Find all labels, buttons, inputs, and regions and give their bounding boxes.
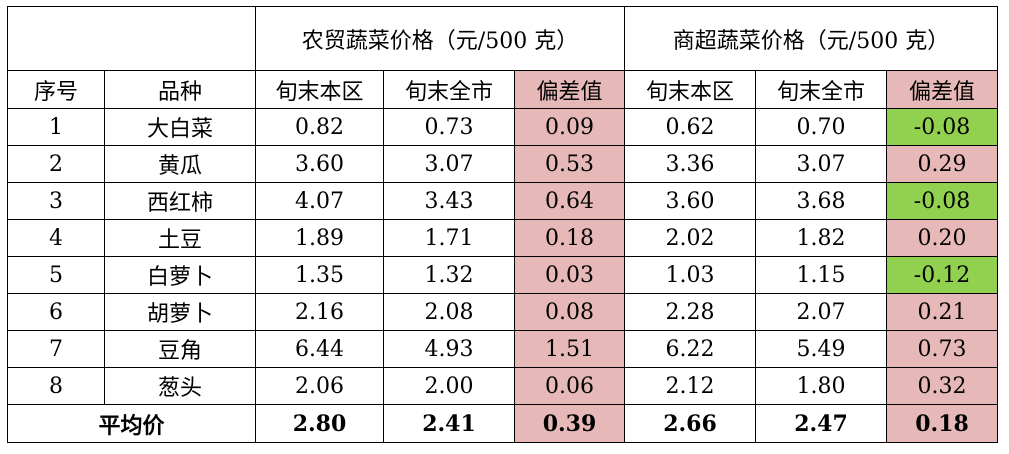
super-diff: 0.21 <box>886 293 998 331</box>
super-city-price: 1.82 <box>755 219 887 257</box>
header-empty-cell <box>7 6 256 71</box>
vegetable-price-table: 农贸蔬菜价格（元/500 克） 商超蔬菜价格（元/500 克） 序号 品种 旬末… <box>7 6 998 443</box>
row-variety: 黄瓜 <box>104 145 256 183</box>
table-row: 4 土豆 1.89 1.71 0.18 2.02 1.82 0.20 <box>7 219 998 257</box>
average-market-city: 2.41 <box>383 404 515 443</box>
header-market-local: 旬末本区 <box>255 70 384 109</box>
table-row: 1 大白菜 0.82 0.73 0.09 0.62 0.70 -0.08 <box>7 108 998 146</box>
average-market-diff: 0.39 <box>514 404 625 443</box>
table-body: 1 大白菜 0.82 0.73 0.09 0.62 0.70 -0.08 2 黄… <box>7 108 998 405</box>
average-market-local: 2.80 <box>255 404 384 443</box>
market-city-price: 1.71 <box>383 219 515 257</box>
row-variety: 葱头 <box>104 367 256 405</box>
super-city-price: 3.68 <box>755 182 887 220</box>
super-local-price: 3.60 <box>624 182 756 220</box>
header-market-group: 农贸蔬菜价格（元/500 克） <box>255 6 625 71</box>
market-diff: 0.64 <box>514 182 625 220</box>
super-local-price: 1.03 <box>624 256 756 294</box>
row-index: 6 <box>7 293 105 331</box>
market-city-price: 3.07 <box>383 145 515 183</box>
market-city-price: 2.00 <box>383 367 515 405</box>
super-city-price: 1.80 <box>755 367 887 405</box>
super-diff: -0.08 <box>886 182 998 220</box>
super-city-price: 5.49 <box>755 330 887 368</box>
super-local-price: 6.22 <box>624 330 756 368</box>
super-local-price: 2.12 <box>624 367 756 405</box>
super-local-price: 2.28 <box>624 293 756 331</box>
market-city-price: 1.32 <box>383 256 515 294</box>
market-city-price: 3.43 <box>383 182 515 220</box>
super-diff: -0.12 <box>886 256 998 294</box>
average-super-local: 2.66 <box>624 404 756 443</box>
super-city-price: 1.15 <box>755 256 887 294</box>
header-super-diff: 偏差值 <box>886 70 998 109</box>
row-variety: 白萝卜 <box>104 256 256 294</box>
market-diff: 1.51 <box>514 330 625 368</box>
header-super-city: 旬末全市 <box>755 70 887 109</box>
header-index: 序号 <box>7 70 105 109</box>
average-super-diff: 0.18 <box>886 404 998 443</box>
super-diff: 0.73 <box>886 330 998 368</box>
row-variety: 土豆 <box>104 219 256 257</box>
market-city-price: 2.08 <box>383 293 515 331</box>
header-variety: 品种 <box>104 70 256 109</box>
market-city-price: 0.73 <box>383 108 515 146</box>
header-market-city: 旬末全市 <box>383 70 515 109</box>
market-local-price: 4.07 <box>255 182 384 220</box>
row-variety: 胡萝卜 <box>104 293 256 331</box>
market-diff: 0.18 <box>514 219 625 257</box>
table-row: 6 胡萝卜 2.16 2.08 0.08 2.28 2.07 0.21 <box>7 293 998 331</box>
market-local-price: 1.35 <box>255 256 384 294</box>
table-row: 8 葱头 2.06 2.00 0.06 2.12 1.80 0.32 <box>7 367 998 405</box>
row-index: 5 <box>7 256 105 294</box>
super-diff: 0.32 <box>886 367 998 405</box>
row-variety: 大白菜 <box>104 108 256 146</box>
market-diff: 0.53 <box>514 145 625 183</box>
row-index: 2 <box>7 145 105 183</box>
market-local-price: 1.89 <box>255 219 384 257</box>
super-city-price: 0.70 <box>755 108 887 146</box>
super-local-price: 0.62 <box>624 108 756 146</box>
row-index: 4 <box>7 219 105 257</box>
super-local-price: 2.02 <box>624 219 756 257</box>
row-index: 7 <box>7 330 105 368</box>
super-diff: 0.29 <box>886 145 998 183</box>
header-market-diff: 偏差值 <box>514 70 625 109</box>
market-city-price: 4.93 <box>383 330 515 368</box>
market-local-price: 2.16 <box>255 293 384 331</box>
super-local-price: 3.36 <box>624 145 756 183</box>
row-index: 8 <box>7 367 105 405</box>
super-diff: -0.08 <box>886 108 998 146</box>
row-variety: 豆角 <box>104 330 256 368</box>
average-super-city: 2.47 <box>755 404 887 443</box>
market-local-price: 0.82 <box>255 108 384 146</box>
market-local-price: 6.44 <box>255 330 384 368</box>
table-row: 3 西红柿 4.07 3.43 0.64 3.60 3.68 -0.08 <box>7 182 998 220</box>
average-label: 平均价 <box>7 404 256 443</box>
market-diff: 0.09 <box>514 108 625 146</box>
row-variety: 西红柿 <box>104 182 256 220</box>
row-index: 3 <box>7 182 105 220</box>
header-super-local: 旬末本区 <box>624 70 756 109</box>
super-city-price: 3.07 <box>755 145 887 183</box>
header-super-group: 商超蔬菜价格（元/500 克） <box>624 6 998 71</box>
market-diff: 0.03 <box>514 256 625 294</box>
table-row: 2 黄瓜 3.60 3.07 0.53 3.36 3.07 0.29 <box>7 145 998 183</box>
market-local-price: 2.06 <box>255 367 384 405</box>
super-city-price: 2.07 <box>755 293 887 331</box>
market-local-price: 3.60 <box>255 145 384 183</box>
row-index: 1 <box>7 108 105 146</box>
table-row: 7 豆角 6.44 4.93 1.51 6.22 5.49 0.73 <box>7 330 998 368</box>
table-row: 5 白萝卜 1.35 1.32 0.03 1.03 1.15 -0.12 <box>7 256 998 294</box>
super-diff: 0.20 <box>886 219 998 257</box>
average-row: 平均价 2.80 2.41 0.39 2.66 2.47 0.18 <box>7 404 998 443</box>
market-diff: 0.06 <box>514 367 625 405</box>
market-diff: 0.08 <box>514 293 625 331</box>
